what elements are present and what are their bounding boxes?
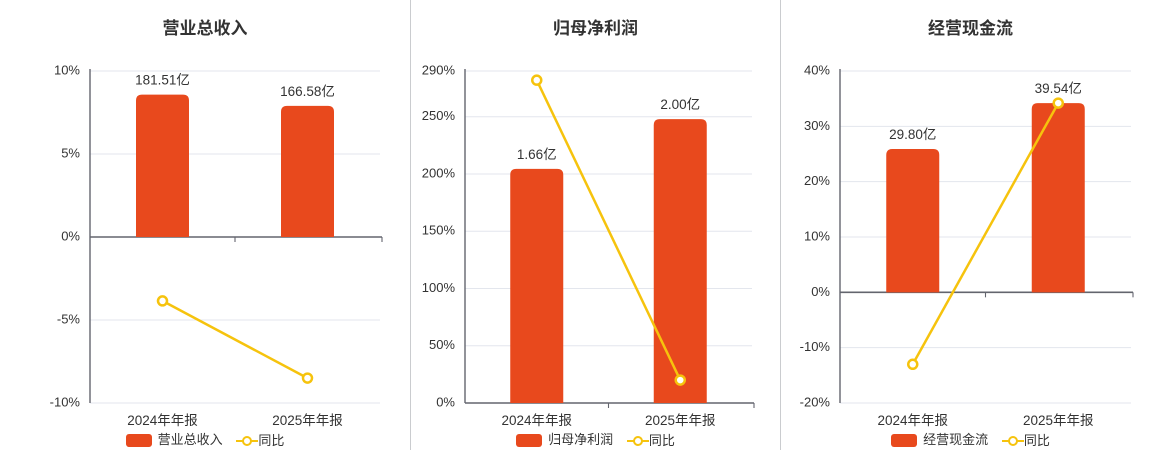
- svg-text:29.80亿: 29.80亿: [889, 127, 936, 142]
- svg-text:10%: 10%: [804, 228, 830, 243]
- svg-text:39.54亿: 39.54亿: [1035, 81, 1082, 96]
- svg-text:1.66亿: 1.66亿: [517, 147, 557, 162]
- svg-text:290%: 290%: [422, 62, 456, 77]
- svg-text:2025年年报: 2025年年报: [645, 413, 716, 428]
- svg-text:40%: 40%: [804, 62, 830, 77]
- svg-text:2024年年报: 2024年年报: [877, 413, 948, 428]
- svg-text:50%: 50%: [429, 337, 455, 352]
- svg-text:0%: 0%: [61, 228, 80, 243]
- svg-text:2.00亿: 2.00亿: [660, 97, 700, 112]
- svg-text:-20%: -20%: [800, 394, 831, 409]
- svg-text:-10%: -10%: [800, 339, 831, 354]
- svg-text:2025年年报: 2025年年报: [272, 413, 343, 428]
- svg-text:250%: 250%: [422, 108, 456, 123]
- svg-text:0%: 0%: [811, 284, 830, 299]
- svg-text:-5%: -5%: [57, 311, 81, 326]
- svg-text:2024年年报: 2024年年报: [501, 413, 572, 428]
- svg-text:-10%: -10%: [50, 394, 81, 409]
- svg-text:10%: 10%: [54, 62, 80, 77]
- svg-text:0%: 0%: [436, 394, 455, 409]
- svg-text:150%: 150%: [422, 223, 456, 238]
- svg-text:200%: 200%: [422, 165, 456, 180]
- svg-text:2025年年报: 2025年年报: [1023, 413, 1094, 428]
- svg-text:100%: 100%: [422, 280, 456, 295]
- svg-text:181.51亿: 181.51亿: [135, 73, 190, 88]
- svg-text:5%: 5%: [61, 145, 80, 160]
- svg-text:2024年年报: 2024年年报: [127, 413, 198, 428]
- svg-text:30%: 30%: [804, 118, 830, 133]
- svg-text:166.58亿: 166.58亿: [280, 84, 335, 99]
- svg-text:20%: 20%: [804, 173, 830, 188]
